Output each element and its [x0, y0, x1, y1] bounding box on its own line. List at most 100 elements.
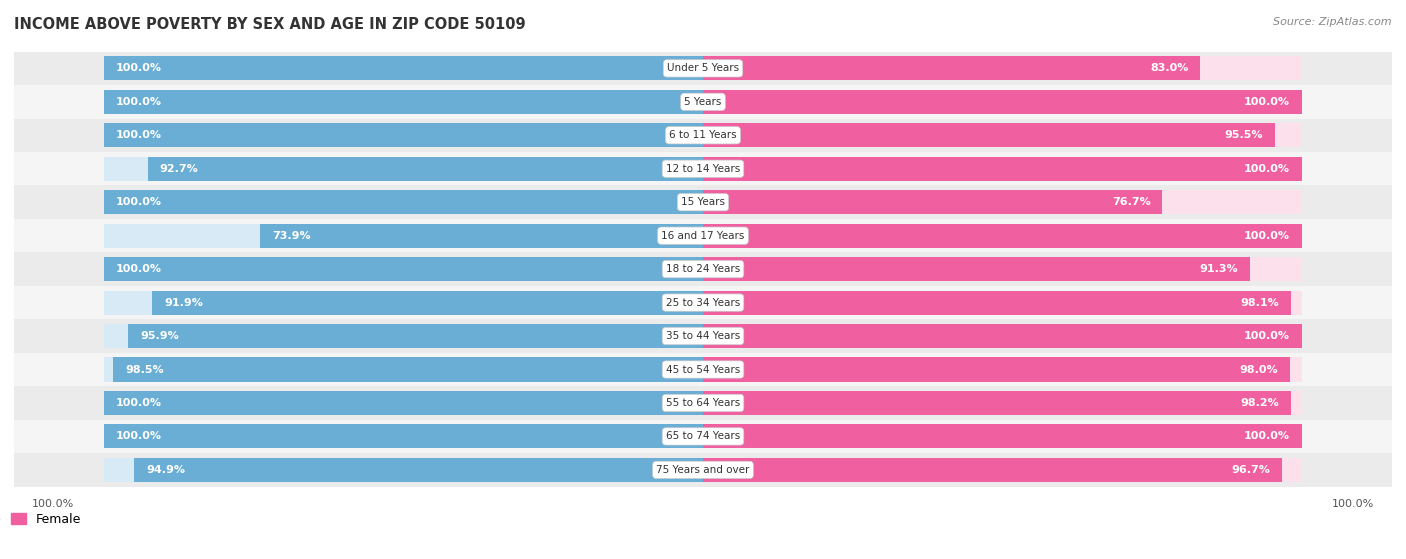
Bar	[104, 56, 703, 80]
Bar	[104, 291, 703, 315]
Bar	[14, 420, 1392, 453]
Bar	[104, 123, 703, 148]
Bar	[703, 123, 1302, 148]
Text: 100.0%: 100.0%	[1244, 97, 1291, 107]
Bar	[703, 56, 1302, 80]
Bar	[152, 291, 703, 315]
Bar	[14, 386, 1392, 420]
Bar	[14, 286, 1392, 319]
Text: 91.9%: 91.9%	[165, 297, 204, 307]
Bar	[14, 186, 1392, 219]
Bar	[128, 324, 703, 348]
Text: 100.0%: 100.0%	[1244, 432, 1291, 442]
Bar	[14, 219, 1392, 253]
Bar	[703, 458, 1302, 482]
Text: 100.0%: 100.0%	[115, 97, 162, 107]
Text: 83.0%: 83.0%	[1150, 63, 1188, 73]
Bar	[14, 253, 1392, 286]
Bar	[703, 291, 1291, 315]
Text: 12 to 14 Years: 12 to 14 Years	[666, 164, 740, 174]
Bar	[14, 85, 1392, 119]
Bar	[104, 257, 703, 281]
Legend: Male, Female: Male, Female	[0, 508, 87, 531]
Text: 98.2%: 98.2%	[1240, 398, 1279, 408]
Bar	[104, 190, 703, 214]
Bar	[703, 324, 1302, 348]
Bar	[135, 458, 703, 482]
Text: 18 to 24 Years: 18 to 24 Years	[666, 264, 740, 274]
Bar	[104, 391, 703, 415]
Bar	[703, 357, 1302, 382]
Text: 98.1%: 98.1%	[1240, 297, 1278, 307]
Bar	[703, 157, 1302, 181]
Bar	[14, 453, 1392, 486]
Bar	[14, 319, 1392, 353]
Text: 96.7%: 96.7%	[1232, 465, 1271, 475]
Bar	[104, 458, 703, 482]
Text: 65 to 74 Years: 65 to 74 Years	[666, 432, 740, 442]
Bar	[703, 224, 1302, 248]
Bar	[703, 291, 1302, 315]
Text: 98.0%: 98.0%	[1240, 364, 1278, 375]
Bar	[112, 357, 703, 382]
Bar	[104, 391, 703, 415]
Text: 100.0%: 100.0%	[115, 130, 162, 140]
Bar	[14, 152, 1392, 186]
Text: 35 to 44 Years: 35 to 44 Years	[666, 331, 740, 341]
Text: 98.5%: 98.5%	[125, 364, 163, 375]
Bar	[703, 424, 1302, 448]
Bar	[104, 324, 703, 348]
Bar	[104, 90, 703, 114]
Bar	[703, 458, 1282, 482]
Text: 100.0%: 100.0%	[1244, 331, 1291, 341]
Bar	[14, 119, 1392, 152]
Bar	[104, 157, 703, 181]
Text: 100.0%: 100.0%	[115, 264, 162, 274]
Bar	[14, 51, 1392, 85]
Bar	[104, 224, 703, 248]
Bar	[703, 56, 1201, 80]
Text: 94.9%: 94.9%	[146, 465, 186, 475]
Text: 100.0%: 100.0%	[115, 63, 162, 73]
Bar	[104, 257, 703, 281]
Text: 73.9%: 73.9%	[273, 231, 311, 241]
Text: 100.0%: 100.0%	[115, 432, 162, 442]
Text: 100.0%: 100.0%	[1331, 499, 1374, 509]
Bar	[703, 123, 1275, 148]
Bar	[703, 257, 1302, 281]
Bar	[703, 357, 1291, 382]
Bar	[703, 324, 1302, 348]
Text: 25 to 34 Years: 25 to 34 Years	[666, 297, 740, 307]
Text: Source: ZipAtlas.com: Source: ZipAtlas.com	[1274, 17, 1392, 27]
Bar	[703, 157, 1302, 181]
Text: 95.9%: 95.9%	[141, 331, 179, 341]
Text: 76.7%: 76.7%	[1112, 197, 1150, 207]
Text: 92.7%: 92.7%	[160, 164, 198, 174]
Bar	[104, 424, 703, 448]
Text: 5 Years: 5 Years	[685, 97, 721, 107]
Bar	[703, 391, 1291, 415]
Bar	[104, 123, 703, 148]
Bar	[703, 90, 1302, 114]
Bar	[104, 190, 703, 214]
Text: 16 and 17 Years: 16 and 17 Years	[661, 231, 745, 241]
Bar	[104, 357, 703, 382]
Bar	[260, 224, 703, 248]
Bar	[148, 157, 703, 181]
Bar	[703, 90, 1302, 114]
Text: 100.0%: 100.0%	[1244, 164, 1291, 174]
Bar	[703, 391, 1302, 415]
Text: 100.0%: 100.0%	[115, 197, 162, 207]
Bar	[703, 224, 1302, 248]
Text: 45 to 54 Years: 45 to 54 Years	[666, 364, 740, 375]
Bar	[703, 257, 1250, 281]
Text: 15 Years: 15 Years	[681, 197, 725, 207]
Bar	[703, 190, 1302, 214]
Text: 91.3%: 91.3%	[1199, 264, 1237, 274]
Bar	[14, 353, 1392, 386]
Text: 100.0%: 100.0%	[1244, 231, 1291, 241]
Text: Under 5 Years: Under 5 Years	[666, 63, 740, 73]
Text: 55 to 64 Years: 55 to 64 Years	[666, 398, 740, 408]
Bar	[703, 190, 1163, 214]
Text: 100.0%: 100.0%	[32, 499, 75, 509]
